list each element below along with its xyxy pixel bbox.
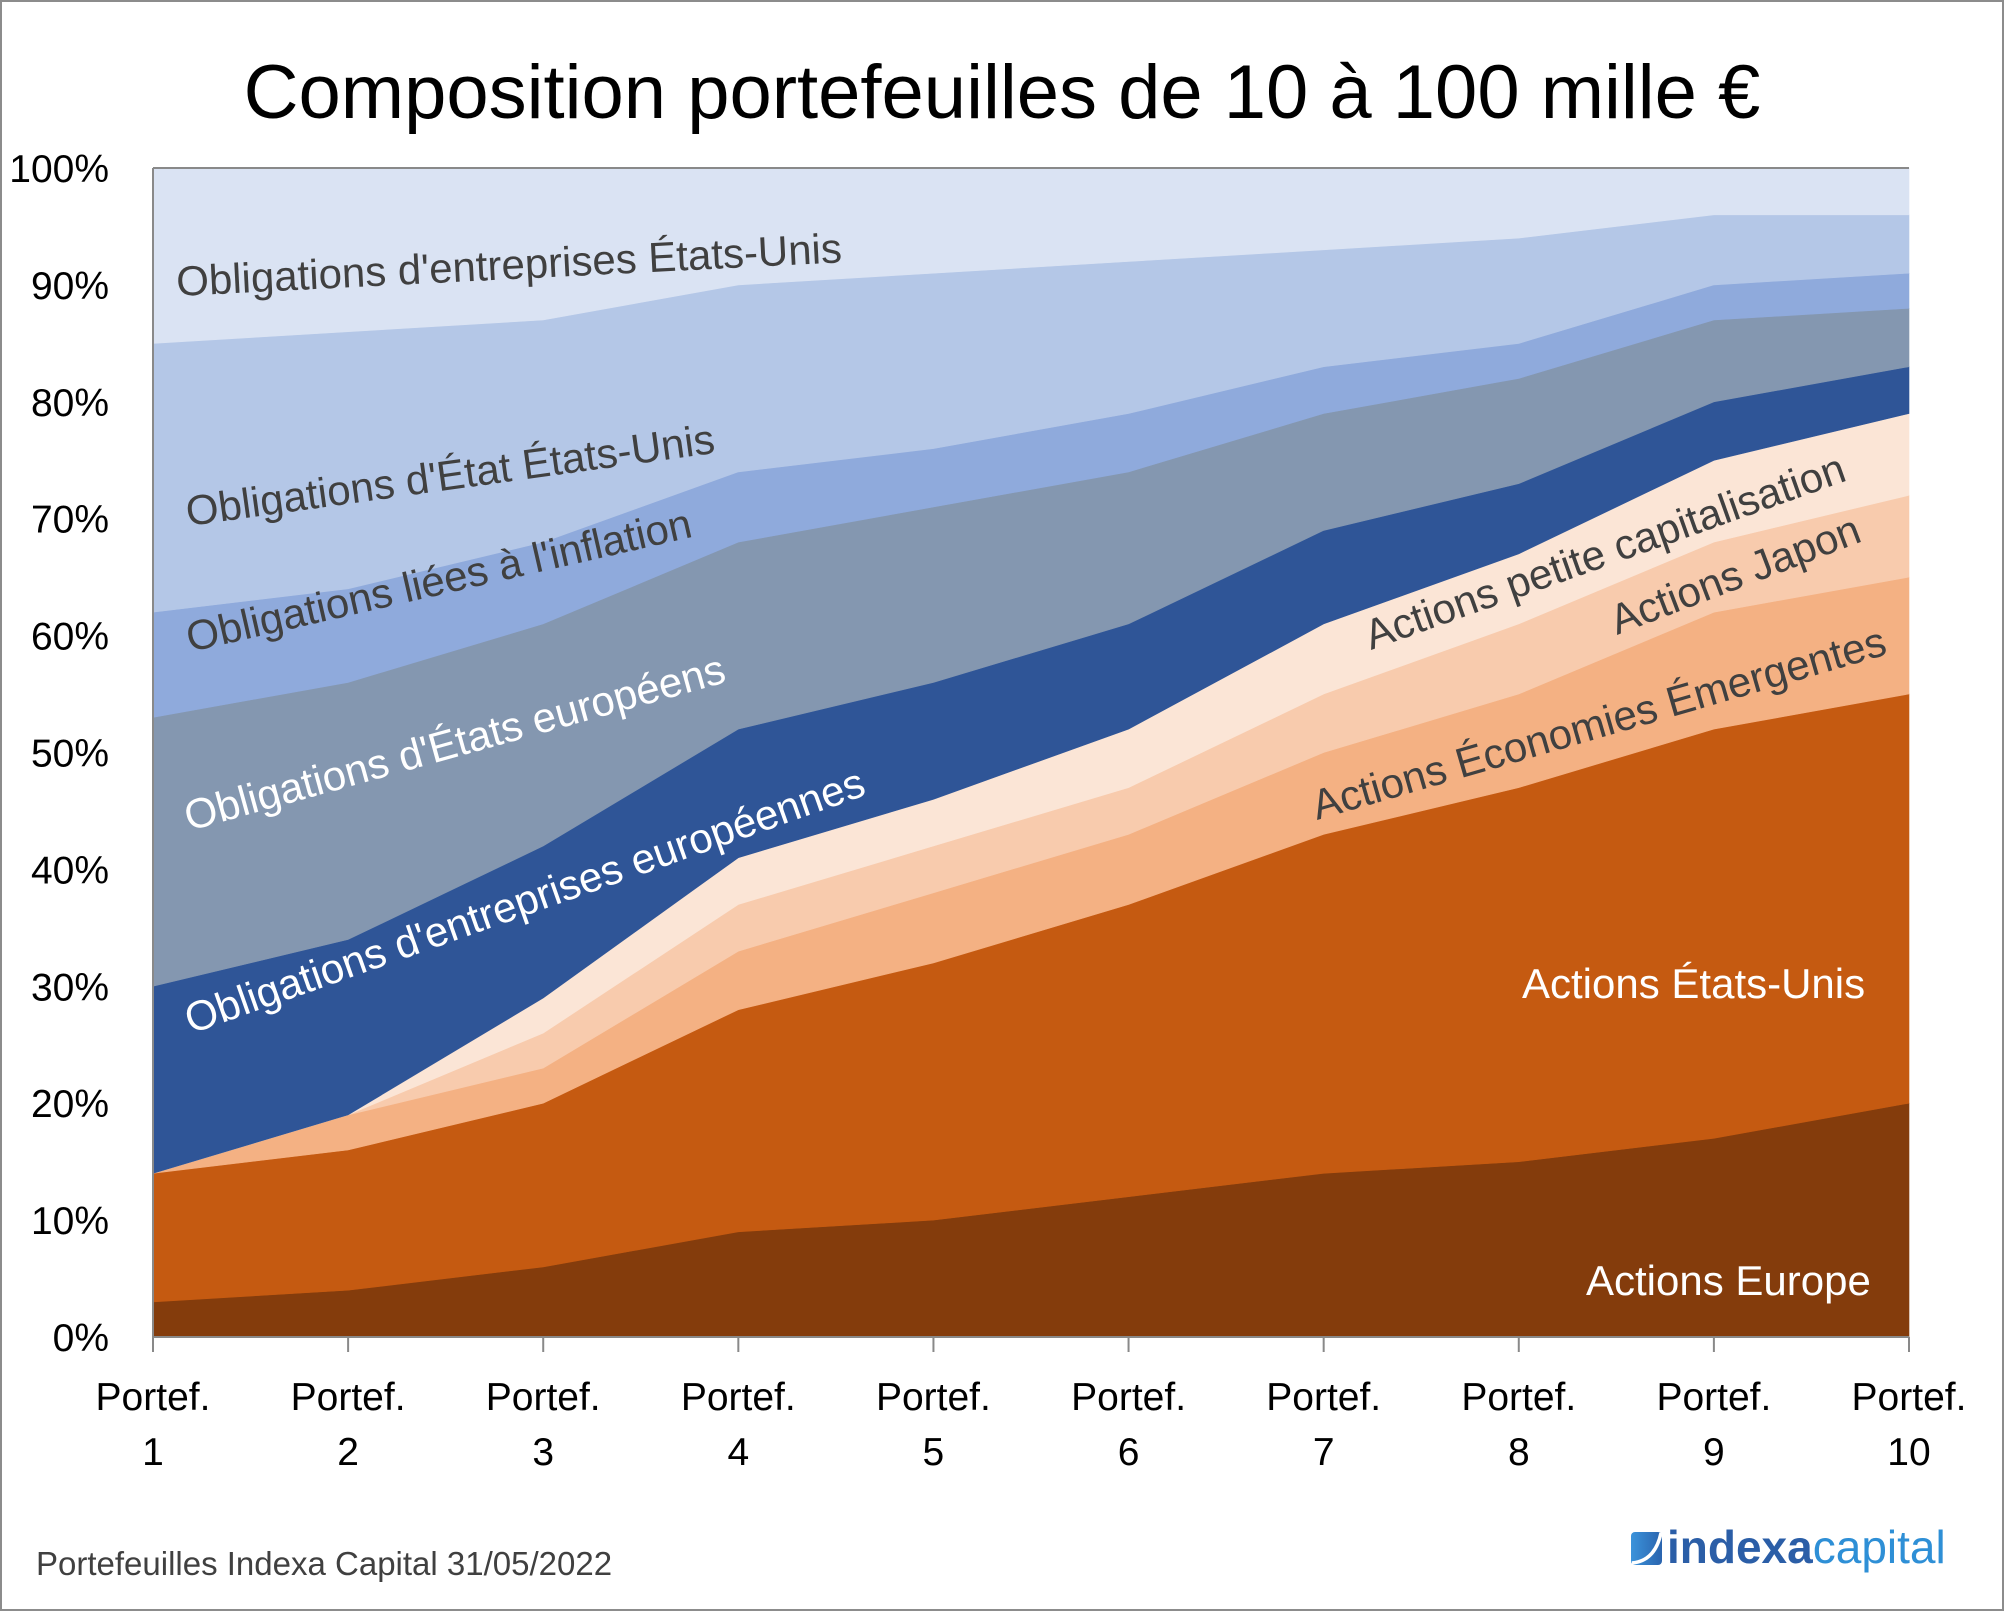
- x-tick-label-line1: Portef.: [681, 1376, 796, 1419]
- logo-wordmark-capital: capital: [1813, 1521, 1946, 1573]
- axes-layer: [152, 167, 1909, 1338]
- x-tick-label-line1: Portef.: [1852, 1376, 1967, 1419]
- y-tick-label: 60%: [31, 616, 109, 659]
- indexa-logo-icon: [1631, 1532, 1663, 1565]
- y-tick-label: 20%: [31, 1083, 109, 1126]
- series-label-actions-europe: Actions Europe: [1586, 1257, 1871, 1304]
- y-tick-label: 100%: [9, 148, 109, 191]
- x-tick-label-line1: Portef.: [486, 1376, 601, 1419]
- x-tick-label-line1: Portef.: [876, 1376, 991, 1419]
- source-note: Portefeuilles Indexa Capital 31/05/2022: [36, 1545, 612, 1582]
- y-tick-label: 40%: [31, 849, 109, 892]
- y-tick-label: 30%: [31, 966, 109, 1009]
- x-tick-label-line1: Portef.: [291, 1376, 406, 1419]
- x-tick-label-line2: 2: [337, 1431, 359, 1474]
- y-tick-label: 0%: [53, 1317, 109, 1360]
- x-tick-label-line2: 4: [727, 1431, 749, 1474]
- chart-title: Composition portefeuilles de 10 à 100 mi…: [244, 50, 1761, 135]
- x-tick-label-line2: 3: [532, 1431, 554, 1474]
- x-tick-label-line2: 1: [142, 1431, 164, 1474]
- x-axis-ticks: Portef. 1 Portef. 2 Portef. 3 Portef. 4 Portef. 5…: [96, 1337, 1967, 1474]
- areas-layer: [152, 167, 1910, 1338]
- y-tick-label: 70%: [31, 499, 109, 542]
- y-tick-label: 80%: [31, 382, 109, 425]
- indexa-capital-logo: indexacapital: [1631, 1521, 1946, 1573]
- logo-wordmark-indexa: indexa: [1667, 1521, 1813, 1573]
- x-tick-label-line1: Portef.: [1071, 1376, 1186, 1419]
- x-tick-label-line1: Portef.: [1266, 1376, 1381, 1419]
- y-tick-label: 90%: [31, 265, 109, 308]
- x-tick-label-line2: 10: [1887, 1431, 1930, 1474]
- x-tick-label-line1: Portef.: [96, 1376, 211, 1419]
- x-tick-label-line1: Portef.: [1461, 1376, 1576, 1419]
- x-tick-label-line2: 9: [1703, 1431, 1725, 1474]
- series-label-actions-etats-unis: Actions États-Unis: [1522, 960, 1865, 1007]
- x-tick-label-line2: 5: [923, 1431, 945, 1474]
- x-tick-label-line2: 8: [1508, 1431, 1530, 1474]
- logo-wordmark: indexacapital: [1667, 1521, 1946, 1573]
- y-axis-tick-labels: 0% 10% 20% 30% 40% 50% 60% 70% 80% 90% 100%: [9, 148, 109, 1360]
- x-tick-label-line1: Portef.: [1656, 1376, 1771, 1419]
- x-tick-label-line2: 6: [1118, 1431, 1140, 1474]
- y-tick-label: 50%: [31, 733, 109, 776]
- x-tick-label-line2: 7: [1313, 1431, 1335, 1474]
- y-tick-label: 10%: [31, 1200, 109, 1243]
